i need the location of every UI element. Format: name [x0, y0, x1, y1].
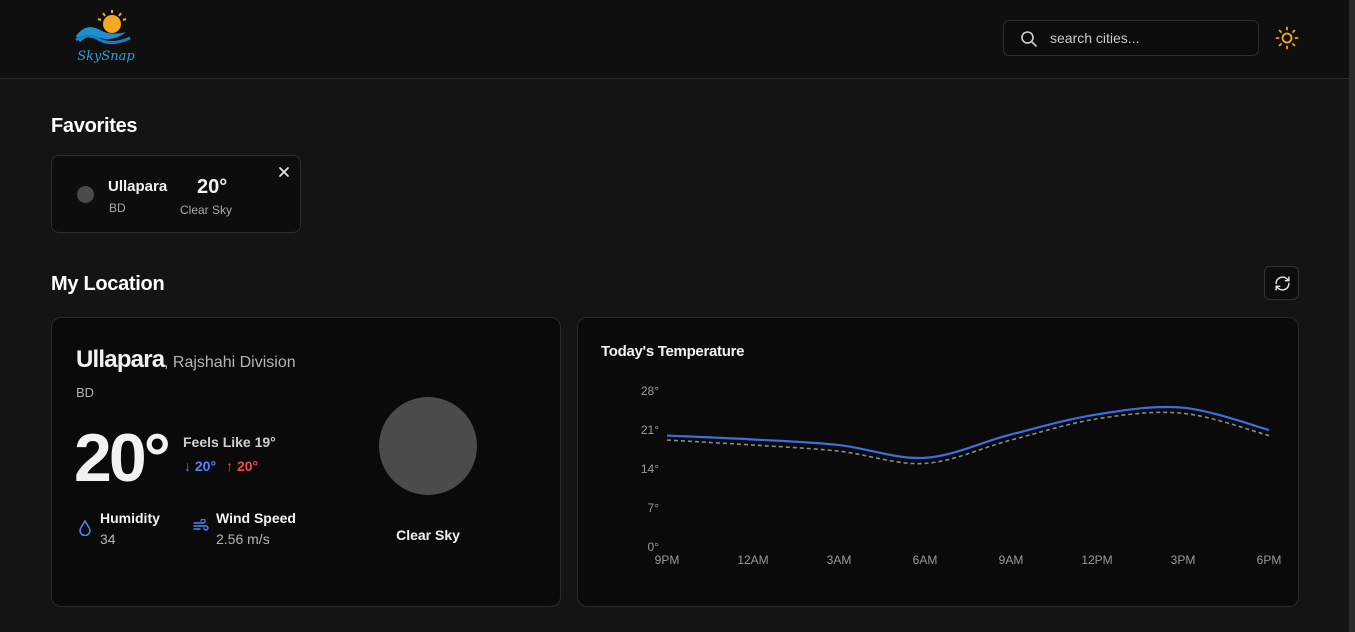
humidity-label: Humidity: [100, 510, 160, 526]
header: SkySnap: [0, 0, 1349, 79]
temperature-chart: 0° 7° 14° 21° 28° 9PM 12AM 3AM 6AM 9AM 12PM 3PM 6PM: [641, 384, 1282, 567]
current-temp: 20°: [74, 420, 171, 496]
y-tick-label: 28°: [641, 384, 659, 398]
y-tick-label: 21°: [641, 423, 659, 437]
favorite-country: BD: [109, 201, 126, 215]
feels-like: Feels Like 19°: [183, 434, 276, 450]
humidity-value: 34: [100, 531, 116, 547]
x-tick-label: 9AM: [999, 553, 1024, 567]
sun-logo-rays: [97, 10, 127, 33]
max-temp: ↑ 20°: [226, 458, 259, 474]
favorite-card[interactable]: Ullapara BD 20° Clear Sky: [51, 155, 301, 233]
chart-title: Today's Temperature: [601, 343, 745, 360]
close-icon[interactable]: [277, 165, 291, 179]
x-tick-label: 6AM: [913, 553, 938, 567]
favorite-temp: 20°: [197, 176, 228, 198]
weather-condition: Clear Sky: [396, 527, 460, 543]
skysnap-logo[interactable]: SkySnap: [70, 8, 142, 68]
weather-condition-icon: [379, 397, 477, 495]
search-input[interactable]: [1050, 21, 1250, 55]
location-card: Ullapara , Rajshahi Division BD 20° Feel…: [51, 317, 561, 607]
search-box[interactable]: [1003, 20, 1259, 56]
series-line-temp: [666, 405, 1270, 460]
svg-text:SkySnap: SkySnap: [77, 49, 135, 64]
x-tick-label: 3PM: [1171, 553, 1196, 567]
wind-icon: [193, 519, 209, 531]
scrollbar[interactable]: [1349, 0, 1355, 632]
wind-label: Wind Speed: [216, 510, 296, 526]
x-tick-label: 9PM: [655, 553, 680, 567]
location-city: Ullapara: [76, 346, 165, 373]
x-tick-label: 6PM: [1257, 553, 1282, 567]
y-tick-label: 7°: [648, 501, 660, 515]
x-tick-label: 12AM: [737, 553, 768, 567]
location-region: , Rajshahi Division: [164, 354, 296, 371]
x-tick-label: 12PM: [1081, 553, 1112, 567]
favorite-condition: Clear Sky: [180, 203, 233, 217]
min-max-temp: ↓ 20° ↑ 20°: [184, 458, 258, 474]
weather-icon: [77, 186, 94, 203]
series-line-feels_like: [666, 411, 1270, 465]
refresh-icon: [1275, 276, 1290, 291]
sun-icon: [1275, 26, 1299, 50]
favorite-city: Ullapara: [108, 178, 168, 195]
theme-toggle-button[interactable]: [1275, 26, 1299, 50]
refresh-button[interactable]: [1264, 266, 1299, 300]
min-temp: ↓ 20°: [184, 458, 217, 474]
droplet-icon: [79, 520, 91, 536]
x-tick-label: 3AM: [827, 553, 852, 567]
y-tick-label: 0°: [648, 540, 660, 554]
my-location-title: My Location: [51, 273, 165, 295]
favorites-title: Favorites: [51, 115, 138, 137]
y-tick-label: 14°: [641, 462, 659, 476]
temperature-chart-card: Today's Temperature 0° 7° 14° 21° 28° 9PM 12AM…: [577, 317, 1299, 607]
wind-value: 2.56 m/s: [216, 531, 270, 547]
location-country: BD: [76, 385, 95, 400]
search-icon: [1021, 31, 1037, 47]
